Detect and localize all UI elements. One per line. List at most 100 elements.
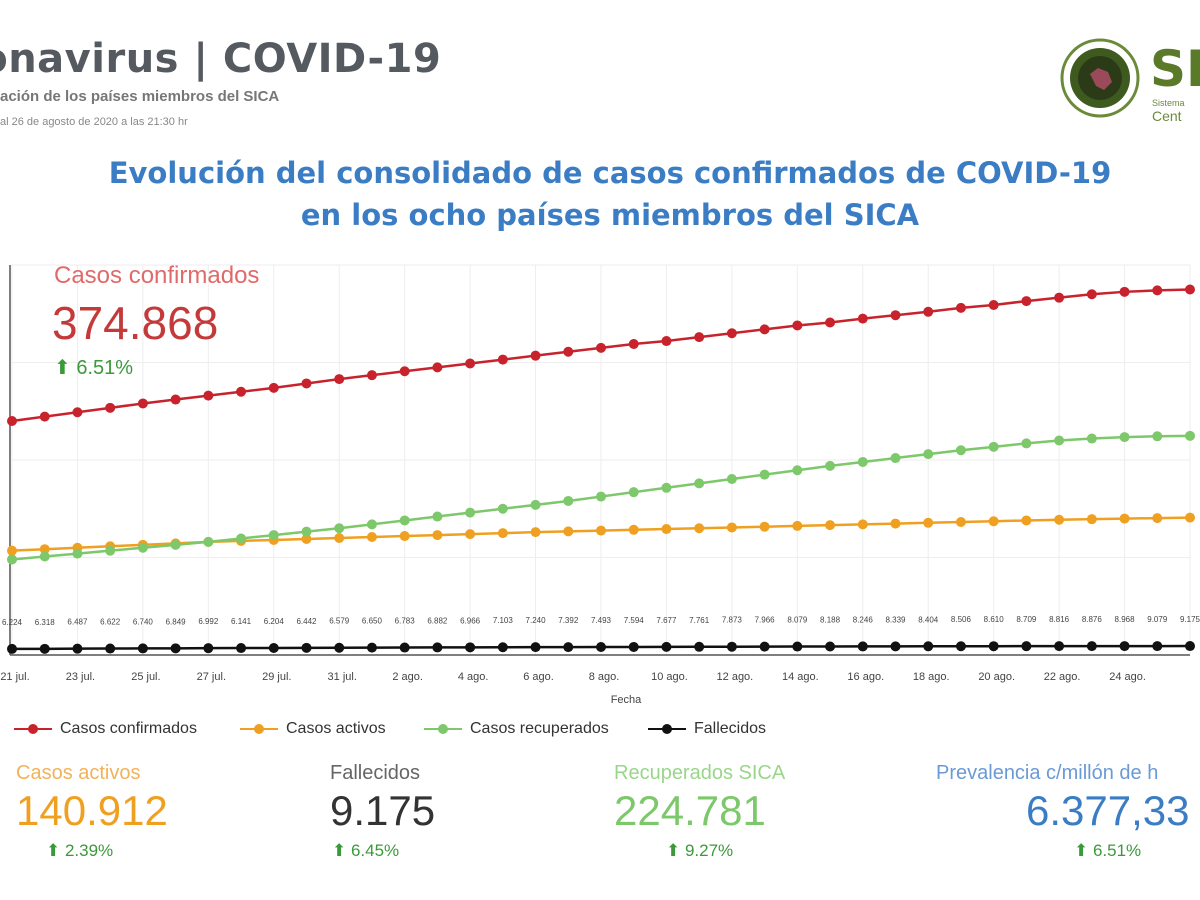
- data-point: [268, 382, 279, 393]
- data-point: [1054, 641, 1065, 652]
- data-point: [1152, 431, 1163, 442]
- data-label: 6.487: [67, 618, 88, 627]
- data-point: [955, 445, 966, 456]
- data-point: [39, 643, 50, 654]
- data-point: [988, 441, 999, 452]
- data-point: [563, 642, 574, 653]
- kpi-change: ⬆ 6.51%: [1074, 841, 1142, 860]
- data-point: [1021, 641, 1032, 652]
- logo-small-text: Sistema: [1152, 98, 1185, 108]
- data-point: [1119, 286, 1130, 297]
- data-label: 7.761: [689, 616, 710, 625]
- data-point: [432, 362, 443, 373]
- data-point: [203, 643, 214, 654]
- legend-label: Casos activos: [286, 720, 386, 737]
- data-point: [661, 482, 672, 493]
- data-point: [923, 306, 934, 317]
- data-point: [465, 642, 476, 653]
- data-label: 9.175: [1180, 615, 1200, 624]
- data-point: [170, 394, 181, 405]
- data-point: [1185, 641, 1195, 652]
- data-point: [497, 642, 508, 653]
- data-point: [366, 532, 377, 543]
- data-point: [890, 453, 901, 464]
- data-point: [301, 533, 312, 544]
- data-label: 9.079: [1147, 615, 1168, 624]
- data-label: 8.876: [1082, 615, 1103, 624]
- data-point: [137, 643, 148, 654]
- data-label: 7.966: [755, 616, 776, 625]
- data-point: [759, 521, 770, 532]
- data-point: [1054, 435, 1065, 446]
- data-point: [628, 641, 639, 652]
- data-point: [7, 545, 17, 556]
- kpi-active-cases: Casos activos 140.912 ⬆ 2.39%: [16, 762, 168, 882]
- data-label: 6.783: [395, 617, 416, 626]
- data-point: [465, 507, 476, 518]
- data-point: [890, 641, 901, 652]
- data-point: [170, 643, 181, 654]
- data-label: 8.816: [1049, 615, 1070, 624]
- data-point: [694, 641, 705, 652]
- data-point: [890, 518, 901, 529]
- legend-item-active[interactable]: Casos activos: [240, 716, 386, 742]
- data-point: [661, 524, 672, 535]
- kpi-label: Recuperados SICA: [614, 762, 786, 784]
- data-point: [759, 324, 770, 335]
- data-point: [105, 402, 116, 413]
- data-point: [825, 641, 836, 652]
- data-label: 8.246: [853, 615, 874, 624]
- data-label: 8.709: [1016, 615, 1037, 624]
- data-point: [268, 530, 279, 541]
- kpi-label: Casos activos: [16, 762, 141, 784]
- legend-item-confirmed[interactable]: Casos confirmados: [14, 716, 197, 742]
- data-point: [203, 536, 214, 547]
- data-label: 7.103: [493, 616, 514, 625]
- data-point: [105, 643, 116, 654]
- data-point: [334, 533, 345, 543]
- kpi-deaths: Fallecidos 9.175 ⬆ 6.45%: [330, 762, 435, 882]
- data-point: [1021, 438, 1032, 449]
- legend-label: Casos recuperados: [470, 720, 609, 737]
- data-point: [366, 370, 377, 381]
- data-point: [857, 456, 868, 467]
- data-point: [1086, 289, 1097, 300]
- data-point: [1021, 515, 1032, 526]
- data-label: 7.873: [722, 616, 743, 625]
- data-point: [923, 449, 934, 460]
- data-point: [7, 643, 17, 654]
- data-label: 6.966: [460, 616, 481, 625]
- legend-item-recovered[interactable]: Casos recuperados: [424, 716, 609, 742]
- legend-line-icon: [424, 724, 462, 734]
- overlay-change: ⬆ 6.51%: [54, 357, 134, 379]
- data-point: [399, 515, 410, 526]
- data-label: 6.318: [35, 618, 56, 627]
- data-point: [1185, 512, 1195, 523]
- data-point: [923, 641, 934, 652]
- data-point: [596, 642, 606, 653]
- data-point: [334, 523, 345, 534]
- data-point: [694, 332, 705, 343]
- data-point: [1119, 641, 1130, 652]
- legend-line-icon: [648, 724, 686, 734]
- data-point: [857, 641, 868, 652]
- data-point: [301, 642, 312, 653]
- data-point: [334, 374, 345, 385]
- data-label: 6.141: [231, 617, 252, 626]
- data-label: 7.493: [591, 616, 612, 625]
- data-point: [497, 503, 508, 514]
- data-point: [1185, 430, 1195, 441]
- data-point: [497, 354, 508, 365]
- data-point: [988, 299, 999, 310]
- kpi-value: 9.175: [330, 787, 436, 834]
- data-point: [1119, 432, 1130, 443]
- data-point: [694, 523, 705, 534]
- data-label: 7.594: [624, 616, 645, 625]
- kpi-prevalence: Prevalencia c/millón de h 6.377,33 ⬆ 6.5…: [936, 762, 1200, 882]
- data-point: [1054, 514, 1065, 525]
- data-point: [170, 539, 181, 550]
- kpi-change: ⬆ 6.45%: [332, 841, 400, 860]
- data-label: 7.677: [656, 616, 677, 625]
- legend-item-deaths[interactable]: Fallecidos: [648, 716, 766, 742]
- data-point: [988, 641, 999, 652]
